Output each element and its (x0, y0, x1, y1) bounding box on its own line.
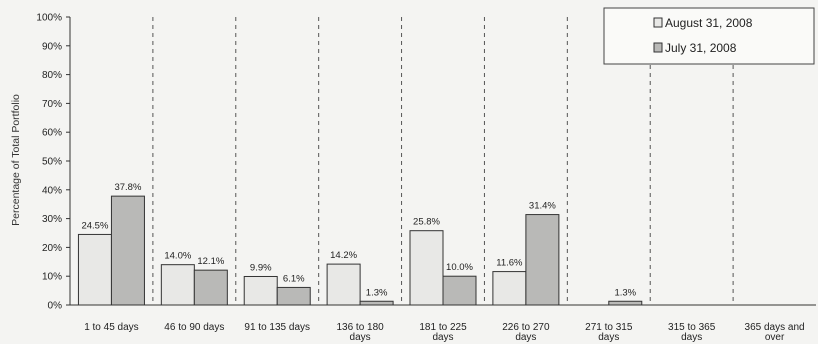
y-tick-label: 100% (36, 13, 62, 24)
category-label: days (432, 332, 453, 343)
y-tick-label: 70% (42, 99, 62, 110)
data-label: 14.2% (330, 250, 357, 261)
category-label: 271 to 315 (585, 322, 633, 333)
data-labels: 24.5% 37.8% 14.0% 12.1% 9.9% 6.1% 14.2% 1.3% 25.… (81, 182, 636, 298)
bar-july (276, 286, 311, 306)
category-label: days (515, 332, 536, 343)
category-label: 181 to 225 (419, 322, 467, 333)
bar-august (492, 271, 527, 306)
category-label: days (350, 332, 371, 343)
category-label: 315 to 365 (668, 322, 716, 333)
bar-august (326, 263, 361, 306)
y-tick-label: 50% (42, 157, 62, 168)
bars (77, 195, 643, 306)
category-label: 1 to 45 days (84, 322, 138, 333)
y-tick-label: 10% (42, 272, 62, 283)
data-label: 14.0% (164, 251, 191, 262)
data-label: 1.3% (366, 287, 388, 298)
bar-august (77, 233, 112, 306)
bar-july (110, 195, 145, 306)
legend: August 31, 2008 July 31, 2008 (603, 7, 815, 65)
data-label: 25.8% (413, 217, 440, 228)
y-tick-label: 0% (48, 301, 63, 312)
data-label: 37.8% (114, 182, 141, 193)
y-tick-label: 30% (42, 214, 62, 225)
data-label: 1.3% (614, 287, 636, 298)
bar-july (193, 269, 228, 306)
bar-august (160, 264, 195, 306)
category-label: 136 to 180 (336, 322, 384, 333)
bar-july (442, 275, 477, 306)
category-label: 226 to 270 (502, 322, 550, 333)
y-tick-label: 40% (42, 185, 62, 196)
legend-box (603, 7, 815, 65)
data-label: 9.9% (250, 262, 272, 273)
data-label: 24.5% (81, 220, 108, 231)
data-label: 12.1% (197, 256, 224, 267)
category-label: days (681, 332, 702, 343)
data-label: 6.1% (283, 273, 305, 284)
data-label: 10.0% (446, 262, 473, 273)
bar-august (409, 230, 444, 306)
bar-july (608, 300, 643, 306)
bar-july (359, 300, 394, 306)
y-tick-label: 90% (42, 41, 62, 52)
y-tick-label: 80% (42, 70, 62, 81)
y-axis-title: Percentage of Total Portfolio (10, 94, 22, 226)
category-label: 365 days and (745, 322, 805, 333)
legend-label-august: August 31, 2008 (665, 16, 753, 30)
bar-august (243, 275, 278, 306)
legend-swatch-august (653, 17, 663, 28)
legend-swatch-july (653, 42, 663, 53)
legend-label-july: July 31, 2008 (665, 41, 737, 55)
y-tick-label: 60% (42, 128, 62, 139)
category-separators (152, 17, 734, 305)
category-label: days (598, 332, 619, 343)
data-label: 31.4% (529, 201, 556, 212)
category-label: 91 to 135 days (244, 322, 310, 333)
category-label: over (765, 332, 785, 343)
category-label: 46 to 90 days (164, 322, 224, 333)
x-axis: 1 to 45 days 46 to 90 days 91 to 135 days 1… (84, 322, 804, 343)
y-tick-label: 20% (42, 243, 62, 254)
data-label: 11.6% (496, 258, 523, 269)
bar-july (525, 214, 560, 306)
